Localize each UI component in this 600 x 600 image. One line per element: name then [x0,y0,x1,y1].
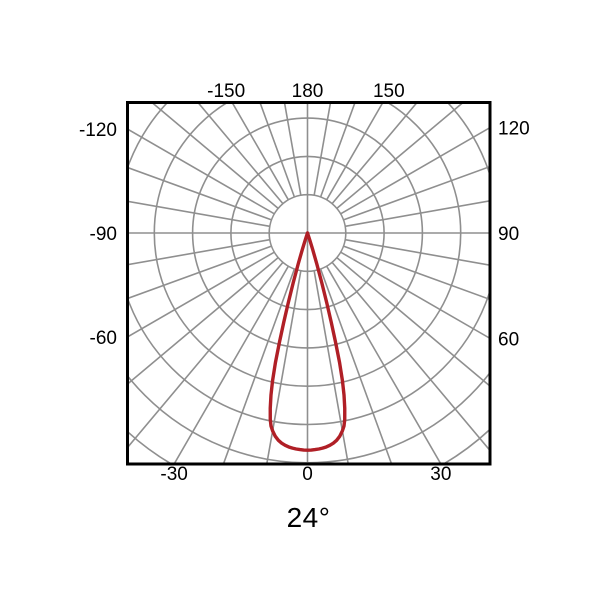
grid-spoke [127,261,284,449]
chart-frame [126,101,492,466]
grid-spoke [343,245,490,301]
angle-label: 30 [430,464,451,485]
grid-spoke [127,238,270,266]
grid-spoke [331,261,490,452]
grid-spoke [127,200,270,228]
grid-spoke [319,268,393,464]
grid-spoke [336,102,465,209]
grid-spoke [325,265,442,464]
grid-spoke [196,102,284,205]
grid-spoke [325,102,384,201]
angle-label: 150 [373,81,405,102]
grid-spoke [127,257,279,386]
grid-spoke [343,165,490,221]
grid-spoke [331,102,419,205]
grid-spoke [340,126,490,215]
angle-label: 120 [498,119,530,140]
grid-spoke [283,102,302,196]
grid-spoke [340,251,490,340]
grid-spoke [127,166,272,221]
grid-spoke [127,251,275,338]
angle-labels: -150 180 150 -30 0 30 120 90 60 -120 -90 -60 [79,81,530,485]
grid-spoke [173,265,290,464]
angle-label: 180 [292,81,324,102]
angle-label: 60 [498,329,519,350]
grid-spoke [336,257,490,388]
grid-spoke [127,245,272,300]
grid-spoke [265,270,302,464]
angle-label: -120 [79,120,117,141]
beam-curve [268,231,347,452]
grid-spoke [319,102,356,198]
grid-spoke [313,270,350,464]
beam-angle-title: 24° [286,502,331,533]
angle-label: -30 [160,464,187,485]
angle-label: -60 [90,328,117,349]
grid-spoke [231,102,290,201]
angle-label: 90 [498,224,519,245]
angle-label: -150 [207,81,245,102]
angle-label: -90 [90,224,117,245]
angle-label: 0 [302,464,313,485]
grid-spoke [222,268,296,464]
grid-spoke [127,128,275,215]
grid-spoke [313,102,332,196]
grid-spoke [150,102,279,209]
grid-spoke [259,102,296,198]
